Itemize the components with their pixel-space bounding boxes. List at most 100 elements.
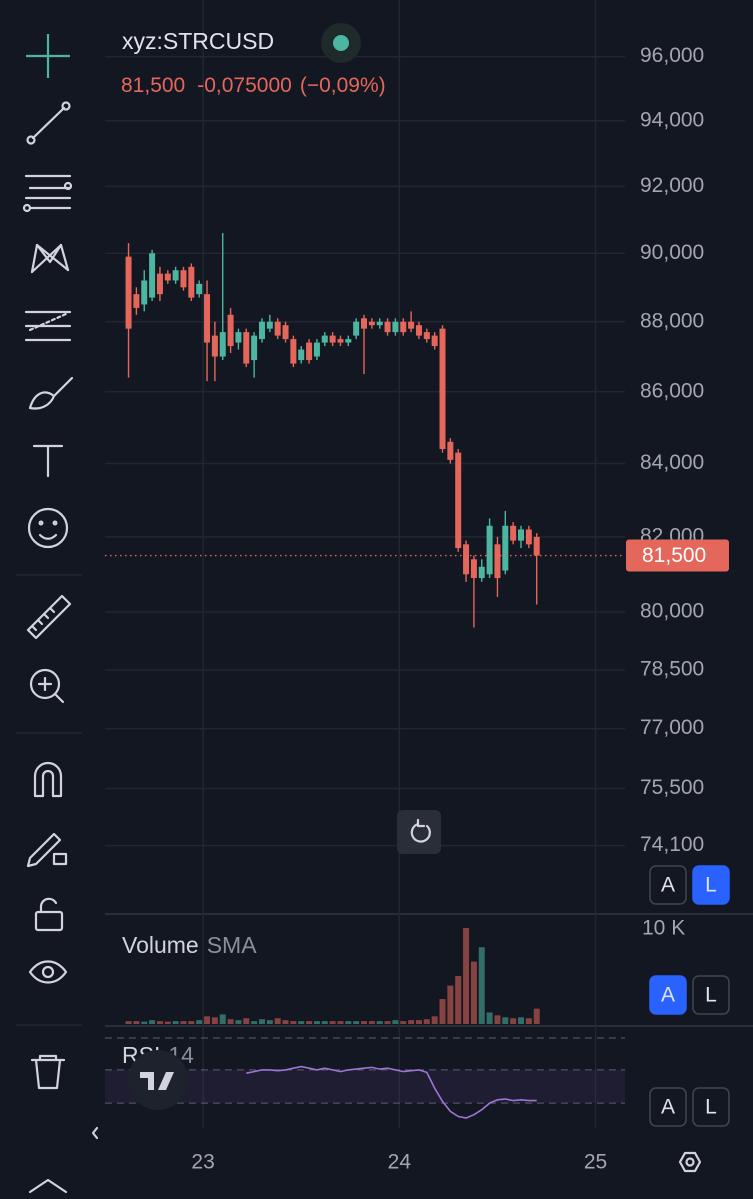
candle-body bbox=[384, 321, 391, 333]
candle-body bbox=[525, 529, 532, 545]
layers-tool[interactable] bbox=[28, 1178, 68, 1194]
scale-button-label: A bbox=[661, 984, 675, 1007]
y-tick-label: 86,000 bbox=[640, 379, 704, 402]
volume-bar bbox=[470, 961, 477, 1024]
candle-body bbox=[478, 566, 485, 579]
candle-body bbox=[447, 441, 454, 460]
volume-bar bbox=[141, 1021, 148, 1024]
volume-bar bbox=[533, 1008, 540, 1024]
y-tick-label: 74,100 bbox=[640, 833, 704, 856]
scale-button-frame bbox=[692, 1087, 730, 1127]
pane-title-name: Volume bbox=[122, 932, 199, 958]
last-price-label: 81,500 bbox=[642, 544, 706, 567]
volume-bar bbox=[164, 1021, 171, 1024]
volume-bar bbox=[125, 1021, 132, 1024]
rsi-line bbox=[246, 1065, 537, 1119]
volume-bar bbox=[196, 1020, 203, 1024]
reset-button[interactable] bbox=[397, 810, 441, 854]
volume-bar bbox=[439, 999, 446, 1024]
candle-body bbox=[463, 544, 470, 575]
ruler-tool[interactable] bbox=[26, 594, 72, 640]
volume-bar bbox=[486, 1012, 493, 1024]
volume-bar bbox=[282, 1020, 289, 1024]
y-tick-label: 94,000 bbox=[640, 108, 704, 131]
candle-body bbox=[196, 283, 203, 295]
candle-body bbox=[486, 525, 493, 575]
candle-body bbox=[133, 294, 140, 308]
candle-body bbox=[149, 253, 156, 298]
zoom-tool[interactable] bbox=[29, 668, 65, 704]
volume-bar bbox=[235, 1020, 242, 1024]
candle-body bbox=[518, 529, 524, 541]
fib-tool[interactable] bbox=[22, 174, 73, 213]
settings-button[interactable] bbox=[678, 1151, 702, 1173]
candle-body bbox=[235, 332, 242, 343]
candle-body bbox=[211, 335, 218, 357]
volume-bar bbox=[368, 1021, 375, 1024]
y-tick-label: 92,000 bbox=[640, 174, 704, 197]
candle-body bbox=[400, 321, 407, 333]
candle-body bbox=[392, 321, 399, 333]
candle-body bbox=[306, 342, 313, 361]
volume-bar bbox=[361, 1021, 368, 1024]
rsi-band bbox=[105, 1069, 625, 1104]
toolbar bbox=[16, 34, 99, 1194]
scale-button[interactable]: L bbox=[692, 865, 730, 905]
volume-bar bbox=[510, 1018, 517, 1024]
scale-button-frame bbox=[692, 975, 730, 1015]
x-tick-label: 23 bbox=[191, 1151, 214, 1174]
scale-button[interactable]: A bbox=[649, 1087, 687, 1127]
candle-body bbox=[337, 339, 344, 343]
scale-button[interactable]: A bbox=[649, 865, 687, 905]
y-tick-label: 84,000 bbox=[640, 451, 704, 474]
scale-button[interactable]: L bbox=[692, 1087, 730, 1127]
lock-draw-tool[interactable] bbox=[26, 832, 68, 868]
scale-button[interactable]: L bbox=[692, 975, 730, 1015]
volume-bar bbox=[337, 1021, 344, 1024]
candle-body bbox=[313, 342, 320, 357]
candle-body bbox=[470, 559, 477, 579]
volume-bar bbox=[227, 1019, 234, 1024]
y-tick-label: 75,500 bbox=[640, 776, 704, 799]
candle-body bbox=[180, 270, 187, 288]
volume-bar bbox=[400, 1021, 407, 1024]
delete-tool[interactable] bbox=[30, 1054, 66, 1090]
volume-bar bbox=[274, 1018, 281, 1024]
candle-body bbox=[298, 349, 305, 361]
candle-body bbox=[329, 335, 336, 343]
volume-bar bbox=[149, 1020, 156, 1024]
magnet-tool[interactable] bbox=[33, 761, 63, 798]
symbol: xyz:STRCUSD bbox=[122, 28, 274, 54]
volume-bar bbox=[298, 1021, 305, 1024]
last-price-tag bbox=[626, 539, 729, 572]
prediction-tool[interactable] bbox=[24, 310, 72, 342]
volume-bar bbox=[384, 1021, 391, 1024]
volume-bar bbox=[431, 1016, 438, 1024]
volume-bar bbox=[204, 1016, 211, 1024]
volume-bar bbox=[447, 985, 454, 1024]
lock-tool[interactable] bbox=[34, 897, 64, 932]
volume-bar bbox=[353, 1021, 360, 1024]
candle-body bbox=[423, 332, 430, 340]
scale-button-frame bbox=[649, 865, 687, 905]
volume-bar bbox=[463, 928, 470, 1024]
trendline-tool[interactable] bbox=[26, 101, 71, 145]
volume-bar bbox=[321, 1021, 328, 1024]
y-tick-label: 88,000 bbox=[640, 309, 704, 332]
emoji-tool[interactable] bbox=[27, 507, 69, 549]
text-tool[interactable] bbox=[32, 444, 64, 478]
x-tick-label: 25 bbox=[584, 1151, 607, 1174]
pattern-tool[interactable] bbox=[30, 243, 70, 274]
scale-button[interactable]: A bbox=[649, 975, 687, 1015]
candle-body bbox=[415, 325, 422, 336]
candle-body bbox=[408, 321, 415, 329]
candle-body bbox=[266, 321, 273, 329]
collapse-toolbar[interactable] bbox=[91, 1126, 99, 1140]
volume-bar bbox=[423, 1019, 430, 1024]
brush-tool[interactable] bbox=[28, 376, 74, 410]
crosshair-tool[interactable] bbox=[26, 34, 70, 78]
candle-body bbox=[274, 321, 281, 336]
candle-body bbox=[227, 314, 234, 347]
visibility-tool[interactable] bbox=[28, 960, 68, 984]
